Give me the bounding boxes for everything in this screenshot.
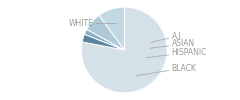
Text: BLACK: BLACK [136, 64, 196, 76]
Wedge shape [84, 29, 124, 50]
Text: HISPANIC: HISPANIC [147, 48, 207, 58]
Text: ASIAN: ASIAN [150, 40, 195, 48]
Wedge shape [99, 7, 124, 50]
Wedge shape [82, 34, 124, 50]
Wedge shape [87, 15, 124, 50]
Text: A.I.: A.I. [151, 32, 184, 42]
Wedge shape [81, 7, 167, 93]
Text: WHITE: WHITE [69, 19, 117, 28]
